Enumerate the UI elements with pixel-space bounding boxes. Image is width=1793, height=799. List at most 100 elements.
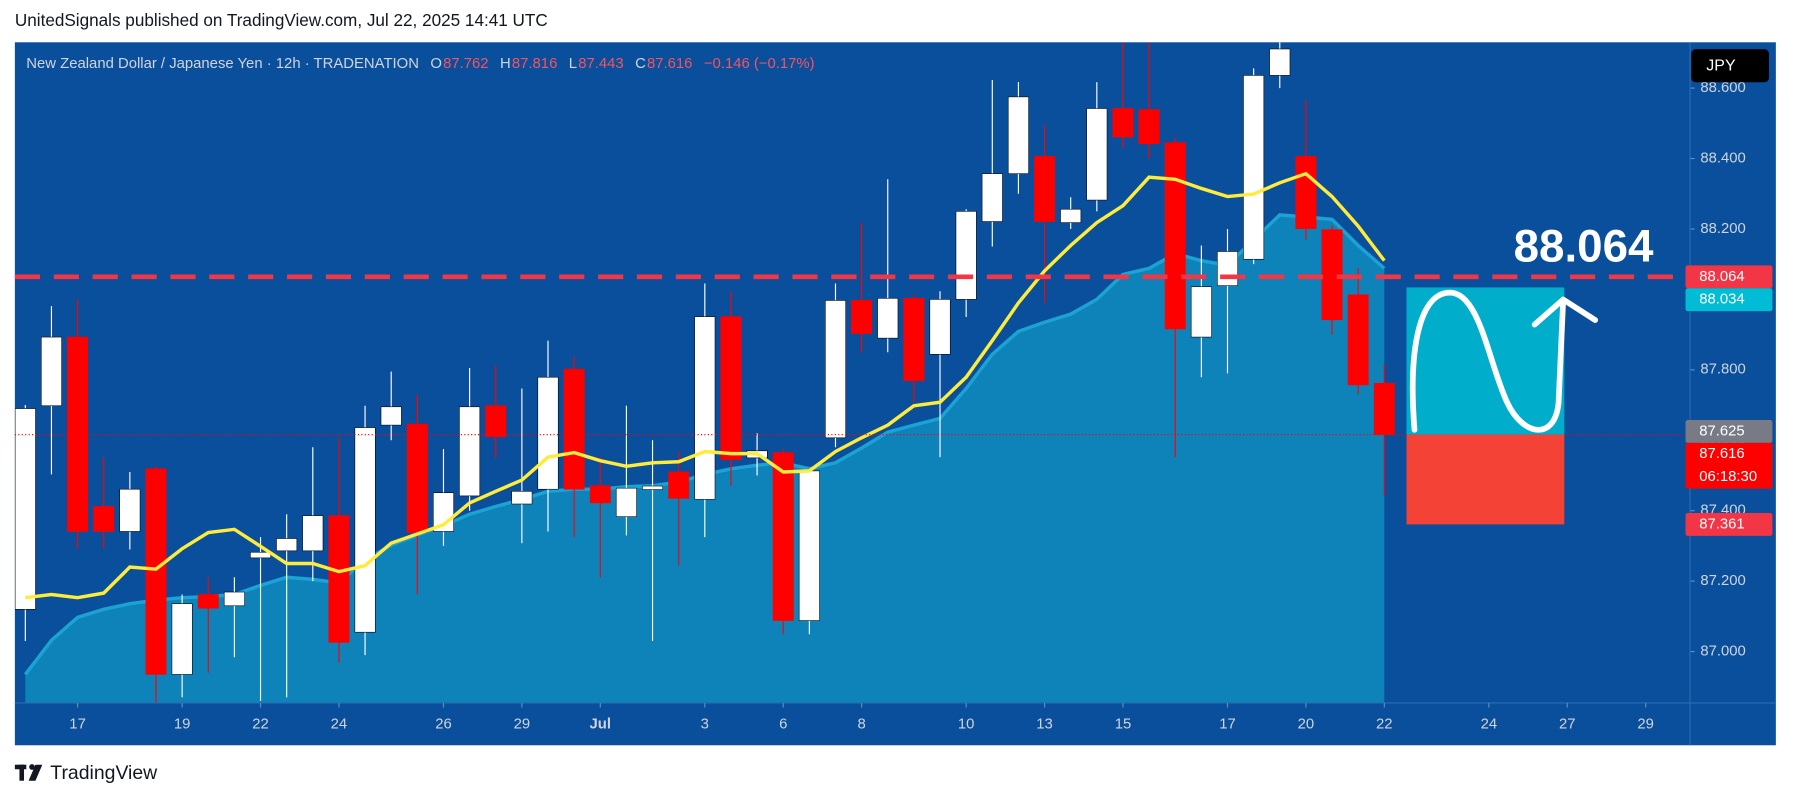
candle-body <box>981 173 1003 222</box>
y-tick-label: 88.200 <box>1700 221 1745 237</box>
footer-logo: TradingView <box>14 762 158 784</box>
x-tick-label: 19 <box>174 717 191 733</box>
ohlc-key: O <box>430 56 442 72</box>
candle-body <box>354 427 376 633</box>
x-tick-label: Jul <box>590 717 611 733</box>
x-tick-label: 6 <box>779 717 787 733</box>
candle-body <box>40 336 62 407</box>
price-line-label: 88.064 <box>1514 220 1654 271</box>
x-tick-label: 22 <box>1376 717 1393 733</box>
candle-body <box>459 406 481 497</box>
candle-body <box>276 538 298 552</box>
price-badge-label: 87.625 <box>1699 423 1744 439</box>
y-tick-label: 88.400 <box>1700 150 1745 166</box>
candle-body <box>929 299 951 355</box>
stop-zone <box>1406 434 1565 525</box>
candle-body <box>302 515 324 552</box>
publish-header: UnitedSignals published on TradingView.c… <box>15 10 548 30</box>
candle-body <box>1138 109 1160 145</box>
candle-body <box>1112 108 1134 138</box>
candle-body <box>1007 96 1029 174</box>
candle-body <box>642 485 664 490</box>
x-tick-label: 8 <box>857 717 865 733</box>
x-tick-label: 17 <box>1219 717 1236 733</box>
candle-body <box>1164 142 1186 330</box>
candle-body <box>615 487 637 517</box>
x-tick-label: 22 <box>252 717 269 733</box>
x-tick-label: 24 <box>331 717 348 733</box>
x-tick-label: 24 <box>1481 717 1498 733</box>
price-badge-label: 88.034 <box>1699 292 1744 308</box>
y-tick-label: 88.600 <box>1700 80 1745 96</box>
overlay: 88.06487.00087.20087.40087.60087.80088.0… <box>14 42 1776 746</box>
ohlc-key: C <box>635 56 646 72</box>
candle-body <box>825 300 846 439</box>
candle-body <box>1347 294 1369 386</box>
plot-area <box>14 42 1691 703</box>
candle-body <box>250 551 272 559</box>
candle-body <box>380 406 402 426</box>
x-tick-label: 26 <box>435 717 452 733</box>
price-badge-label: 87.616 <box>1699 446 1744 462</box>
candle-body <box>1295 156 1317 229</box>
y-tick-label: 87.800 <box>1700 362 1745 378</box>
ohlc-value: 87.443 <box>578 56 623 72</box>
x-tick-label: 29 <box>514 717 531 733</box>
candle-body <box>197 594 219 609</box>
candle-body <box>1086 108 1108 201</box>
ohlc-key: L <box>569 56 577 72</box>
target-zone <box>1406 287 1565 435</box>
x-tick-label: 29 <box>1637 717 1654 733</box>
candle-body <box>119 488 141 532</box>
candle-body <box>1243 75 1265 260</box>
candle-body <box>903 298 925 382</box>
y-tick-label: 87.200 <box>1700 573 1745 589</box>
price-badge <box>1685 265 1773 289</box>
moving-average <box>25 171 1386 600</box>
price-change: −0.146 (−0.17%) <box>704 56 815 72</box>
candle-body <box>798 470 820 621</box>
candle-body <box>93 506 115 532</box>
candle-body <box>1060 208 1082 223</box>
x-tick-label: 15 <box>1115 717 1132 733</box>
candle-body <box>1373 382 1395 435</box>
candle-body <box>1034 156 1056 222</box>
candle-body <box>1217 251 1238 286</box>
currency-label: JPY <box>1706 58 1736 75</box>
candle-body <box>171 603 193 675</box>
price-badge <box>1685 512 1773 536</box>
x-tick-label: 3 <box>701 717 709 733</box>
candle-body <box>955 211 977 300</box>
candle-body <box>14 408 36 610</box>
forecast-arrowhead <box>1531 296 1599 328</box>
currency-button[interactable] <box>1691 49 1769 83</box>
candle-body <box>851 300 873 334</box>
price-badge-label: 87.361 <box>1699 516 1744 532</box>
forecast-curve <box>1409 289 1567 433</box>
logo-part <box>29 764 35 770</box>
price-badge <box>1685 442 1773 489</box>
candle-body <box>328 515 350 643</box>
ohlc-value: 87.816 <box>512 56 557 72</box>
candle-body <box>694 316 716 500</box>
price-countdown: 06:18:30 <box>1699 469 1757 485</box>
candle-body <box>877 298 899 339</box>
price-badge <box>1685 420 1773 443</box>
candle-body <box>563 368 585 490</box>
candle-body <box>406 423 428 533</box>
candle-body <box>720 316 742 460</box>
candle-body <box>668 471 690 499</box>
logo-part <box>19 764 25 781</box>
candle-body <box>145 468 167 675</box>
x-tick-label: 27 <box>1559 717 1576 733</box>
candle-body <box>1190 286 1212 338</box>
x-tick-label: 20 <box>1298 717 1315 733</box>
x-tick-label: 17 <box>69 717 86 733</box>
chart-title: New Zealand Dollar / Japanese Yen · 12h … <box>26 56 419 72</box>
candle-body <box>511 491 533 505</box>
ohlc-value: 87.762 <box>443 56 488 72</box>
logo-part <box>28 764 43 781</box>
y-tick-label: 87.000 <box>1700 643 1745 659</box>
price-badge-label: 88.064 <box>1699 269 1744 285</box>
